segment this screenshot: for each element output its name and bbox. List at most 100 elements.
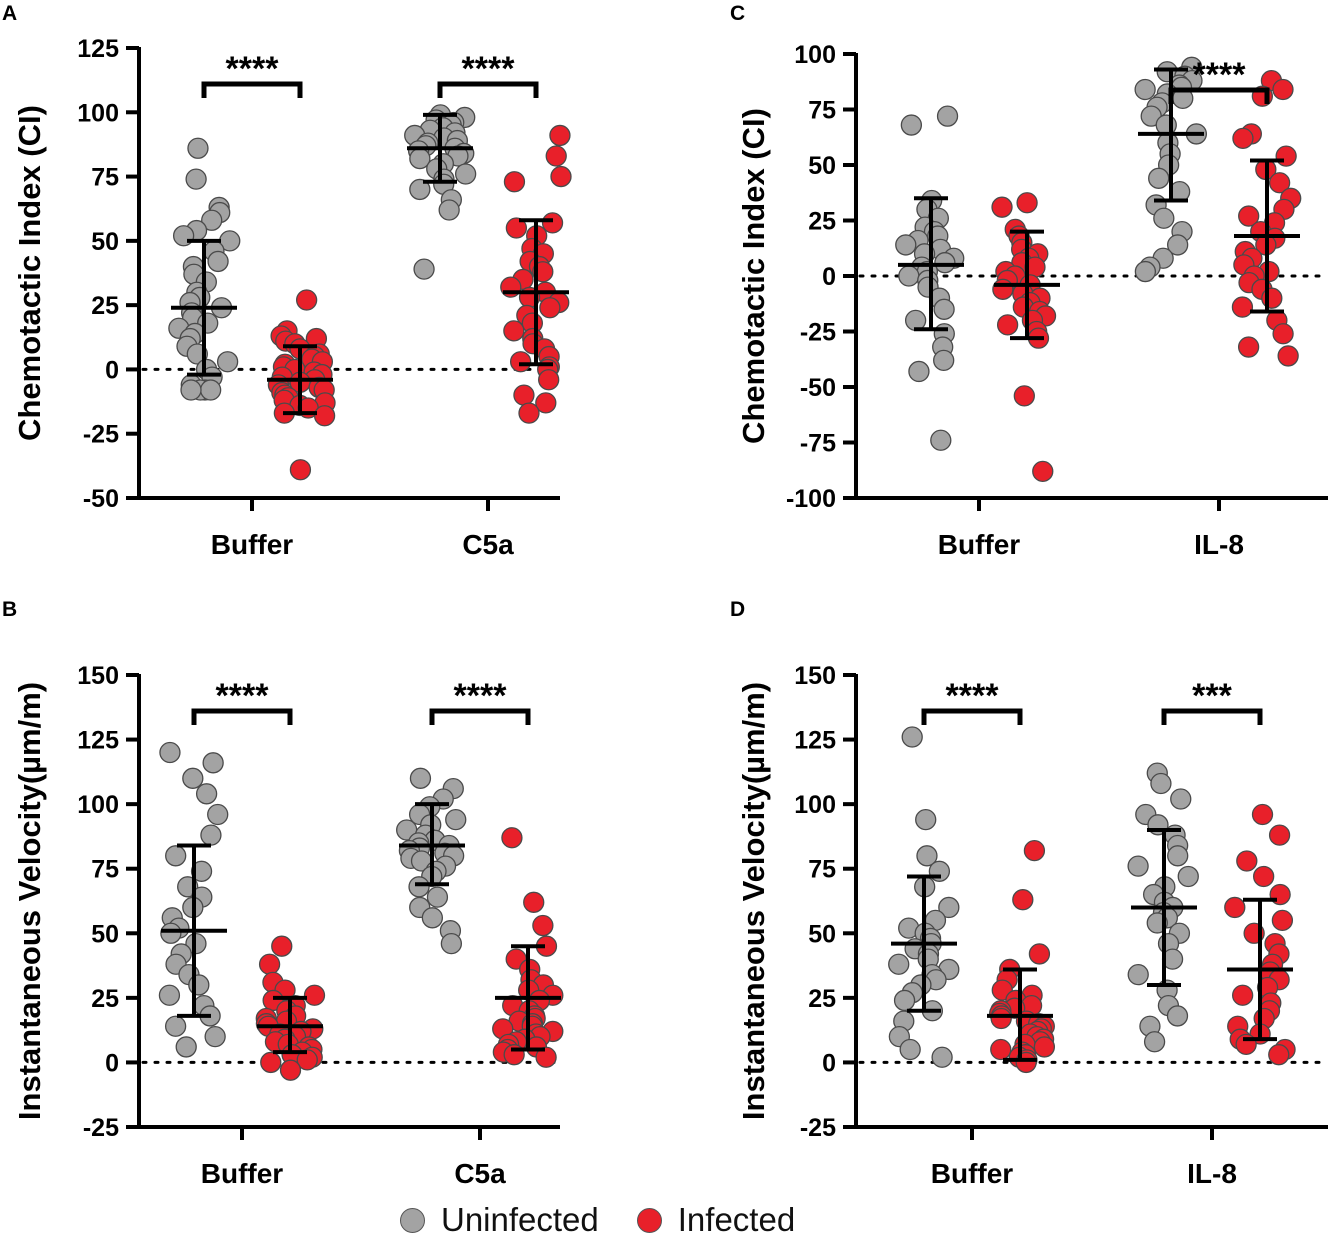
- data-point: [992, 278, 1014, 300]
- data-point: [990, 1038, 1012, 1061]
- data-point: [258, 953, 281, 975]
- panel-letter-c: C: [730, 2, 746, 25]
- data-point: [1033, 1036, 1056, 1058]
- data-point: [503, 171, 526, 193]
- data-point: [933, 349, 955, 372]
- data-point: [164, 1015, 187, 1037]
- data-point: [190, 860, 213, 882]
- y-tick-label: 75: [808, 856, 836, 884]
- x-tick-label: C5a: [454, 1158, 506, 1189]
- data-point: [165, 845, 187, 867]
- data-point: [991, 196, 1013, 218]
- data-point: [1170, 788, 1192, 810]
- data-point: [204, 1025, 226, 1048]
- data-point: [545, 145, 567, 167]
- data-point: [1127, 855, 1149, 877]
- data-point: [271, 935, 293, 957]
- data-point: [1237, 336, 1260, 358]
- y-tick-label: -50: [83, 485, 119, 513]
- data-point: [990, 1007, 1012, 1030]
- y-tick-label: 125: [77, 727, 119, 755]
- data-point: [207, 803, 229, 826]
- data-point: [413, 258, 435, 280]
- y-tick-label: -25: [800, 319, 836, 347]
- data-point: [501, 827, 523, 849]
- y-tick-label: 100: [794, 41, 836, 69]
- data-point: [518, 402, 540, 424]
- y-axis-title: Instantaneous Velocity(µm/m): [12, 682, 47, 1120]
- data-point: [1253, 865, 1275, 888]
- panel-a: -50 -25 0 25 50 75 100 125 Chemotactic Index (CI…: [12, 35, 572, 560]
- data-point: [1277, 345, 1299, 367]
- data-point: [916, 845, 938, 867]
- panel-letter-a: A: [2, 2, 18, 25]
- data-point: [513, 384, 535, 406]
- significance-label: ****: [454, 677, 508, 715]
- data-point: [175, 1036, 197, 1058]
- data-point: [505, 217, 528, 239]
- data-point: [1177, 865, 1199, 888]
- data-point: [901, 726, 923, 748]
- group-infected-buffer: [991, 192, 1060, 483]
- group-infected-c5a: [500, 124, 572, 424]
- significance-label: ****: [216, 677, 270, 715]
- data-point: [1268, 824, 1291, 846]
- data-point: [1134, 78, 1156, 101]
- y-tick-label: 150: [794, 662, 836, 690]
- y-tick-label: 25: [808, 985, 836, 1013]
- data-point: [535, 1046, 557, 1068]
- y-tick-label: 50: [91, 228, 119, 256]
- significance-bracket: [429, 708, 531, 725]
- y-tick-label: 0: [105, 356, 119, 384]
- data-point: [1166, 1005, 1189, 1027]
- data-point: [289, 459, 312, 481]
- data-point: [1167, 845, 1189, 867]
- y-tick-label: 100: [77, 791, 119, 819]
- data-point: [1261, 287, 1283, 309]
- data-point: [1028, 943, 1051, 965]
- data-point: [202, 752, 224, 774]
- data-point: [409, 178, 431, 201]
- y-tick-label: -75: [800, 430, 836, 458]
- data-point: [1153, 207, 1175, 229]
- data-point: [1232, 127, 1254, 150]
- group-uninfected-buffer: [168, 137, 241, 401]
- panel-c: -100 -75 -50 -25 0 25 50 75 100 Chemotactic Index…: [736, 41, 1329, 560]
- data-point: [159, 741, 181, 764]
- y-tick-label: 150: [77, 662, 119, 690]
- y-tick-label: 75: [91, 164, 119, 192]
- x-tick-label: Buffer: [938, 529, 1021, 560]
- significance-bracket: [201, 81, 303, 98]
- data-point: [426, 886, 449, 908]
- data-point: [408, 876, 430, 898]
- data-point: [1127, 963, 1149, 986]
- data-point: [182, 767, 204, 789]
- significance-bracket: [1161, 708, 1263, 725]
- y-tick-label: 75: [91, 856, 119, 884]
- y-axis-title: Chemotactic Index (CI): [12, 105, 47, 441]
- group-infected-buffer: [255, 935, 326, 1081]
- data-point: [303, 984, 326, 1006]
- data-point: [1275, 145, 1297, 167]
- data-point: [1251, 803, 1274, 826]
- legend-label-uninfected: Uninfected: [441, 1201, 599, 1238]
- data-point: [899, 1038, 921, 1061]
- group-uninfected-c5a: [404, 104, 477, 280]
- data-point: [509, 351, 532, 373]
- data-point: [200, 824, 222, 846]
- panel-letter-d: D: [730, 598, 746, 621]
- data-point: [1013, 385, 1035, 407]
- data-point: [199, 379, 222, 401]
- data-point: [550, 165, 572, 188]
- significance-label: ****: [1193, 56, 1247, 94]
- group-infected-buffer: [267, 289, 336, 481]
- y-tick-label: 25: [91, 985, 119, 1013]
- data-point: [930, 429, 952, 451]
- data-point: [1231, 296, 1254, 318]
- data-point: [1023, 839, 1046, 862]
- data-point: [934, 252, 956, 274]
- data-point: [549, 124, 571, 147]
- x-tick-label: IL-8: [1194, 529, 1244, 560]
- legend-label-infected: Infected: [677, 1201, 796, 1238]
- significance-bracket: [191, 708, 293, 725]
